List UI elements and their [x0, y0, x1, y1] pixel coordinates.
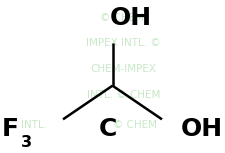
- Text: INTL. © CHEM: INTL. © CHEM: [87, 90, 160, 100]
- Text: IMPEX INTL. ©: IMPEX INTL. ©: [86, 38, 161, 48]
- Text: OH: OH: [109, 6, 152, 30]
- Text: CHEM-IMPEX: CHEM-IMPEX: [91, 64, 157, 74]
- Text: C: C: [99, 117, 117, 141]
- Text: INTL.: INTL.: [21, 120, 47, 131]
- Text: F: F: [2, 117, 19, 141]
- Text: © CHEM-: © CHEM-: [100, 13, 148, 23]
- Text: © CHEM: © CHEM: [113, 120, 157, 131]
- Text: 3: 3: [21, 135, 32, 150]
- Text: OH: OH: [181, 117, 223, 141]
